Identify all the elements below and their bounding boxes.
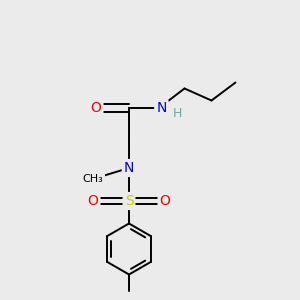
Text: S: S <box>124 194 134 208</box>
Text: N: N <box>156 101 167 115</box>
Text: H: H <box>173 107 182 120</box>
Text: N: N <box>124 161 134 175</box>
Text: O: O <box>91 101 101 115</box>
Text: O: O <box>88 194 98 208</box>
Text: CH₃: CH₃ <box>82 173 103 184</box>
Text: O: O <box>160 194 170 208</box>
